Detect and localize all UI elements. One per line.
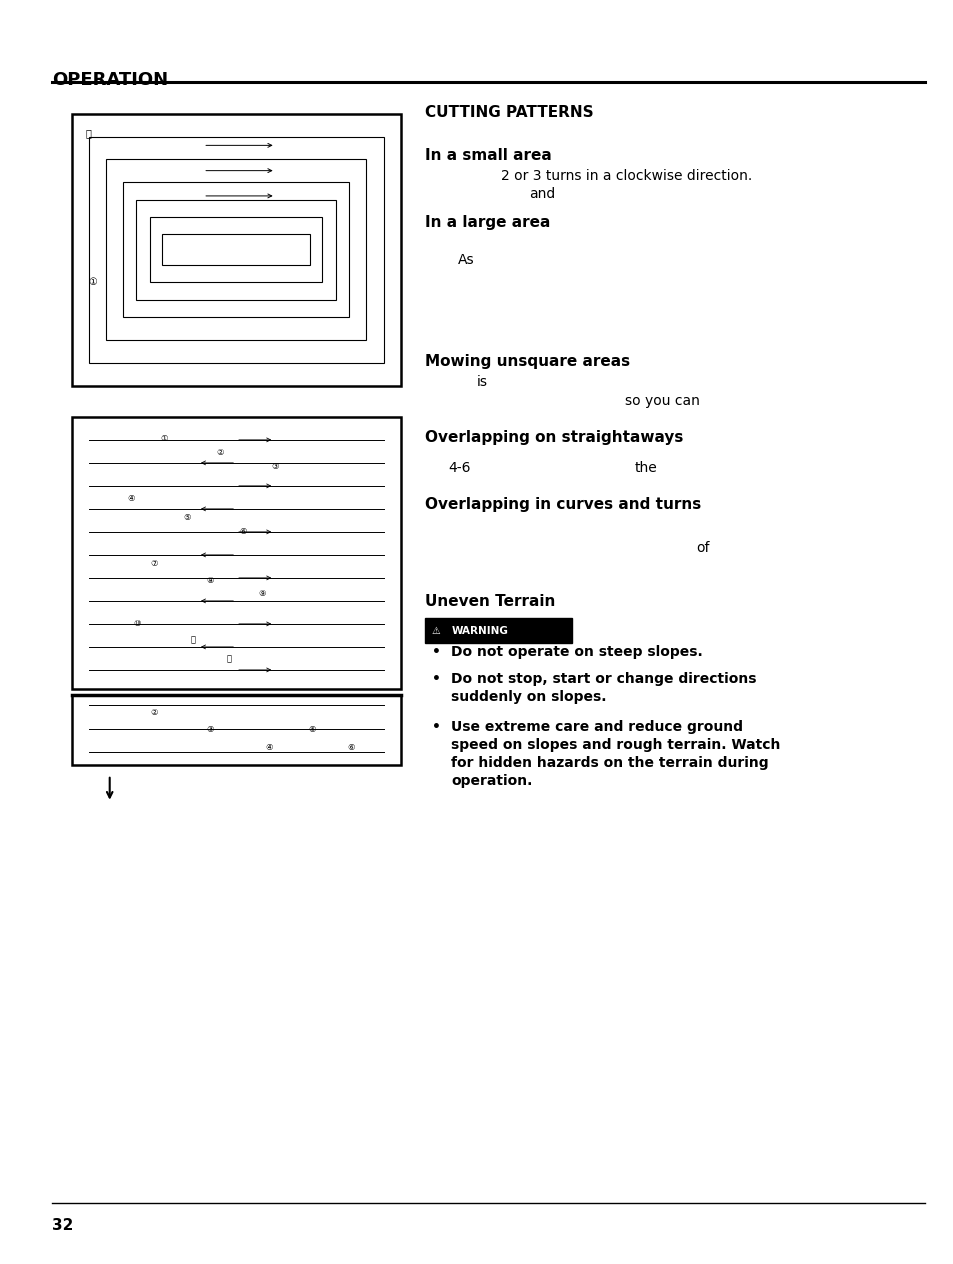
Text: •: • (431, 672, 440, 686)
Text: WARNING: WARNING (451, 626, 508, 636)
Text: the: the (634, 461, 657, 475)
Text: so you can: so you can (624, 394, 699, 408)
Text: 2 or 3 turns in a clockwise direction.: 2 or 3 turns in a clockwise direction. (500, 169, 751, 183)
Text: •: • (431, 645, 440, 659)
Text: ④: ④ (127, 494, 134, 503)
Text: Do not operate on steep slopes.: Do not operate on steep slopes. (451, 645, 702, 659)
Text: Mowing unsquare areas: Mowing unsquare areas (424, 354, 629, 369)
Bar (123, 182, 349, 317)
Text: and: and (529, 187, 556, 201)
Text: ②: ② (215, 447, 223, 458)
Text: •: • (431, 720, 440, 734)
Text: ③: ③ (206, 726, 213, 734)
Text: ⑦: ⑦ (150, 560, 157, 569)
Text: ⑤: ⑤ (308, 726, 315, 734)
Bar (89, 137, 383, 363)
Text: ④: ④ (265, 743, 273, 752)
Text: Uneven Terrain: Uneven Terrain (424, 594, 555, 609)
Text: of: of (696, 541, 709, 555)
Text: In a large area: In a large area (424, 215, 549, 230)
Text: As: As (457, 253, 474, 267)
Text: ①: ① (160, 435, 168, 444)
Text: 32: 32 (52, 1218, 73, 1234)
Text: Ⓐ: Ⓐ (86, 128, 91, 138)
Text: ⑤: ⑤ (183, 513, 191, 522)
Text: ⑥: ⑥ (238, 527, 246, 536)
Text: In a small area: In a small area (424, 148, 551, 163)
Text: Overlapping in curves and turns: Overlapping in curves and turns (424, 497, 700, 512)
Text: 4-6: 4-6 (448, 461, 471, 475)
Text: Use extreme care and reduce ground
speed on slopes and rough terrain. Watch
for : Use extreme care and reduce ground speed… (451, 720, 780, 787)
Text: CUTTING PATTERNS: CUTTING PATTERNS (424, 105, 593, 120)
Text: ⑫: ⑫ (227, 655, 232, 664)
Text: ⑧: ⑧ (206, 575, 213, 585)
Bar (424, 618, 572, 643)
Text: ⑩: ⑩ (133, 619, 141, 628)
Bar (136, 200, 335, 300)
Text: ⑥: ⑥ (347, 743, 355, 752)
Text: Do not stop, start or change directions
suddenly on slopes.: Do not stop, start or change directions … (451, 672, 756, 704)
Text: ③: ③ (272, 461, 279, 470)
Text: OPERATION: OPERATION (52, 71, 169, 88)
Bar (71, 114, 400, 386)
Text: ⑪: ⑪ (191, 636, 195, 645)
Bar (162, 234, 310, 265)
Bar (150, 217, 322, 282)
Bar (71, 695, 400, 765)
Text: ①: ① (88, 277, 97, 287)
Text: ②: ② (150, 708, 157, 717)
Bar (106, 159, 366, 340)
Bar (71, 417, 400, 689)
Text: ⑨: ⑨ (258, 589, 266, 598)
Text: ⚠: ⚠ (431, 626, 440, 636)
Text: is: is (476, 375, 488, 389)
Text: Overlapping on straightaways: Overlapping on straightaways (424, 430, 682, 445)
